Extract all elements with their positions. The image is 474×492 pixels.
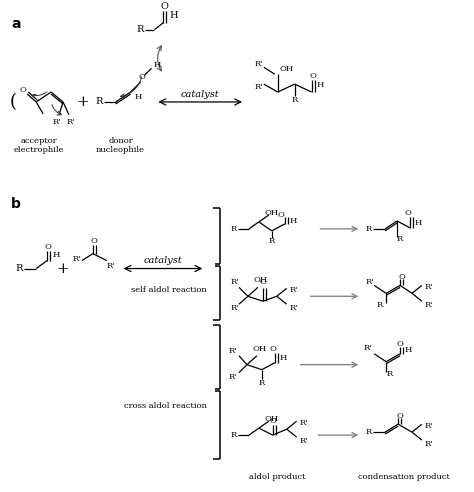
Text: O: O [269,345,276,353]
Text: R': R' [254,61,263,68]
Text: R: R [259,378,265,387]
Text: R: R [269,237,275,245]
Text: O: O [404,209,411,217]
Text: R': R' [231,304,239,312]
Text: H: H [169,11,178,20]
Text: R': R' [73,254,81,263]
Text: R': R' [425,301,434,309]
Text: H: H [280,354,287,362]
Text: +: + [76,95,89,109]
Text: R': R' [67,118,75,126]
Text: R: R [231,225,237,233]
Text: O: O [20,86,27,94]
Text: O: O [161,2,168,11]
Text: O: O [138,73,145,81]
Text: R': R' [300,437,308,445]
Text: R': R' [366,278,374,286]
Text: O: O [277,211,284,219]
Text: O: O [397,340,403,348]
Text: H: H [154,62,161,69]
Text: H: H [135,93,142,101]
Text: R: R [387,369,393,378]
Text: O: O [399,274,405,281]
Text: R: R [136,25,144,34]
Text: R: R [397,235,403,243]
Text: catalyst: catalyst [181,90,219,98]
Text: O: O [309,72,316,80]
Text: R': R' [231,278,239,286]
Text: (: ( [10,93,17,111]
Text: OH: OH [280,65,294,73]
Text: R': R' [300,419,308,427]
Text: donor
nucleophile: donor nucleophile [96,137,145,154]
Text: H: H [415,219,422,227]
Text: R: R [366,225,372,233]
Text: R': R' [425,283,434,291]
Text: R': R' [425,440,434,448]
Text: O: O [91,237,97,245]
Text: R': R' [229,372,237,381]
Text: R: R [16,264,23,273]
Text: a: a [11,17,21,31]
Text: catalyst: catalyst [144,256,182,265]
Text: R: R [377,301,383,309]
Text: condensation product: condensation product [358,473,450,481]
Text: H: H [405,346,412,354]
Text: R: R [95,97,103,106]
Text: O: O [259,278,266,286]
Text: O: O [269,417,276,425]
Text: +: + [57,262,69,276]
Text: R': R' [364,344,373,352]
Text: R': R' [290,286,298,294]
Text: cross aldol reaction: cross aldol reaction [124,402,207,410]
Text: O: O [397,412,403,420]
Text: H: H [290,217,297,225]
Text: OH: OH [253,345,267,353]
Text: H: H [317,81,324,89]
Text: R': R' [254,83,263,91]
Text: R': R' [290,304,298,312]
Text: R: R [292,96,298,104]
Text: OH: OH [265,415,279,423]
Text: OH: OH [254,277,268,284]
Text: R: R [366,428,372,436]
Text: acceptor
electrophile: acceptor electrophile [14,137,64,154]
Text: R': R' [425,422,434,430]
Text: b: b [11,197,21,211]
Text: O: O [45,243,52,251]
Text: R': R' [107,262,115,270]
Text: R': R' [53,118,61,126]
Text: R: R [231,431,237,439]
Text: aldol product: aldol product [248,473,305,481]
Text: self aldol reaction: self aldol reaction [131,286,207,294]
Text: R': R' [229,347,237,355]
Text: H: H [52,250,59,259]
Text: OH: OH [265,209,279,217]
